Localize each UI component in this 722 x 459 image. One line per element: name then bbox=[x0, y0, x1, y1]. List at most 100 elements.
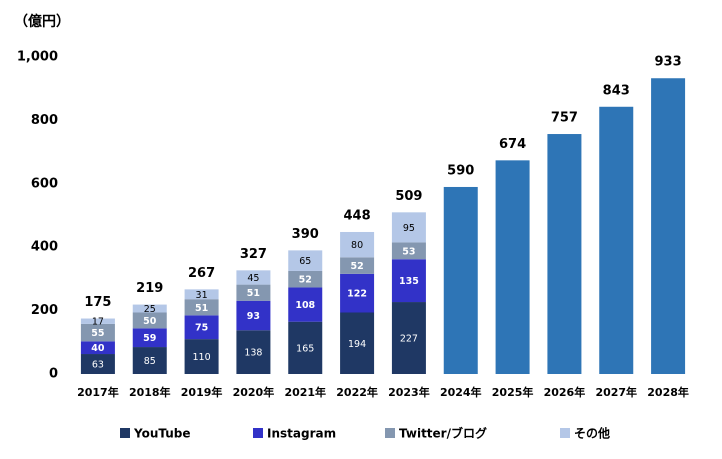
x-tick-label: 2024年 bbox=[440, 385, 482, 399]
segment-label: 227 bbox=[400, 334, 418, 345]
segment-label: 65 bbox=[299, 256, 311, 267]
legend-label: Instagram bbox=[267, 427, 336, 441]
y-tick-label: 600 bbox=[31, 176, 58, 191]
total-label: 175 bbox=[84, 295, 111, 310]
segment-label: 95 bbox=[403, 223, 415, 234]
y-tick-label: 200 bbox=[31, 303, 58, 318]
bar-segment bbox=[391, 302, 426, 374]
segment-label: 45 bbox=[247, 273, 259, 284]
total-label: 843 bbox=[603, 83, 630, 98]
bar-segment bbox=[236, 270, 271, 285]
segment-label: 40 bbox=[91, 343, 105, 354]
segment-label: 122 bbox=[347, 289, 367, 300]
bar-segment bbox=[391, 212, 426, 243]
legend-swatch bbox=[385, 428, 395, 438]
bar bbox=[599, 106, 634, 375]
bar bbox=[651, 78, 686, 374]
x-tick-label: 2017年 bbox=[77, 385, 119, 399]
segment-label: 138 bbox=[244, 348, 262, 359]
segment-label: 59 bbox=[143, 333, 156, 344]
bar-segment bbox=[340, 312, 375, 374]
x-tick-label: 2020年 bbox=[233, 385, 275, 399]
segment-label: 75 bbox=[195, 323, 208, 334]
segment-label: 135 bbox=[399, 276, 419, 287]
segment-label: 108 bbox=[295, 300, 315, 311]
total-label: 219 bbox=[136, 281, 163, 296]
x-tick-label: 2025年 bbox=[492, 385, 534, 399]
total-label: 590 bbox=[447, 163, 474, 178]
bar-segment bbox=[236, 300, 271, 331]
segment-label: 51 bbox=[247, 288, 260, 299]
y-tick-label: 400 bbox=[31, 240, 58, 255]
legend-label: YouTube bbox=[133, 427, 191, 441]
segment-label: 55 bbox=[91, 328, 104, 339]
total-label: 933 bbox=[655, 55, 682, 70]
segment-label: 51 bbox=[195, 303, 208, 314]
total-label: 448 bbox=[344, 208, 371, 223]
legend-swatch bbox=[253, 428, 263, 438]
bar-segment bbox=[132, 304, 167, 313]
bar-segment bbox=[236, 330, 271, 374]
segment-label: 93 bbox=[247, 311, 260, 322]
bar-segment bbox=[80, 323, 115, 342]
x-tick-label: 2027年 bbox=[595, 385, 637, 399]
segment-label: 53 bbox=[402, 246, 415, 257]
total-label: 674 bbox=[499, 137, 526, 152]
bar-segment bbox=[340, 273, 375, 313]
x-tick-label: 2023年 bbox=[388, 385, 430, 399]
legend-label: その他 bbox=[574, 426, 610, 441]
total-label: 390 bbox=[292, 227, 319, 242]
segment-label: 31 bbox=[196, 290, 208, 301]
x-tick-label: 2019年 bbox=[181, 385, 223, 399]
bar-segment bbox=[391, 259, 426, 303]
bar-segment bbox=[80, 354, 115, 374]
x-tick-label: 2018年 bbox=[129, 385, 171, 399]
bar-segment bbox=[184, 339, 219, 374]
total-label: 267 bbox=[188, 266, 215, 281]
bar-segment bbox=[132, 312, 167, 329]
segment-label: 17 bbox=[92, 317, 104, 328]
total-label: 509 bbox=[395, 189, 422, 204]
bar-segment bbox=[340, 257, 375, 274]
x-tick-label: 2022年 bbox=[336, 385, 378, 399]
y-tick-label: 1,000 bbox=[17, 50, 58, 65]
y-tick-label: 0 bbox=[49, 367, 58, 382]
bar-segment bbox=[236, 284, 271, 301]
segment-label: 110 bbox=[193, 352, 211, 363]
segment-label: 50 bbox=[143, 316, 157, 327]
bar-segment bbox=[80, 341, 115, 355]
bar bbox=[547, 134, 582, 374]
bar-segment bbox=[80, 318, 115, 324]
bar-segment bbox=[184, 299, 219, 316]
segment-label: 80 bbox=[351, 240, 363, 251]
bar bbox=[495, 160, 530, 374]
segment-label: 52 bbox=[299, 275, 312, 286]
bar-segment bbox=[288, 321, 323, 374]
x-tick-label: 2028年 bbox=[647, 385, 689, 399]
segment-label: 194 bbox=[348, 339, 366, 350]
bar-segment bbox=[340, 231, 375, 258]
legend-swatch bbox=[560, 428, 570, 438]
legend-label: Twitter/ブログ bbox=[399, 426, 487, 441]
bar-segment bbox=[184, 289, 219, 300]
segment-label: 85 bbox=[144, 356, 156, 367]
bar-segment bbox=[288, 270, 323, 288]
bar-segment bbox=[391, 242, 426, 260]
segment-label: 25 bbox=[144, 304, 156, 315]
total-label: 327 bbox=[240, 247, 267, 262]
bar-segment bbox=[184, 315, 219, 340]
bar-segment bbox=[132, 347, 167, 374]
bar-segment bbox=[288, 250, 323, 271]
y-tick-label: 800 bbox=[31, 113, 58, 128]
legend-swatch bbox=[120, 428, 130, 438]
total-label: 757 bbox=[551, 111, 578, 126]
x-tick-label: 2021年 bbox=[284, 385, 326, 399]
bar bbox=[443, 186, 478, 374]
segment-label: 52 bbox=[350, 261, 363, 272]
y-axis-label: （億円） bbox=[14, 13, 70, 30]
segment-label: 63 bbox=[92, 360, 104, 371]
bar-segment bbox=[288, 287, 323, 322]
x-tick-label: 2026年 bbox=[544, 385, 586, 399]
segment-label: 165 bbox=[296, 343, 314, 354]
